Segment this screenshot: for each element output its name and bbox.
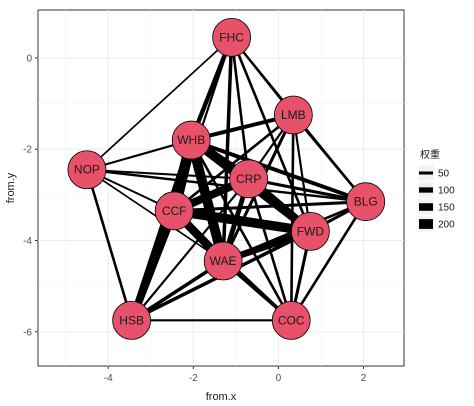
node-circle <box>112 300 152 340</box>
node-circle <box>203 241 243 281</box>
node-wae: WAE <box>203 241 243 281</box>
edge-lmb-coc <box>289 114 295 321</box>
legend-label: 200 <box>438 220 455 231</box>
node-crp: CRP <box>229 159 269 199</box>
edge-lmb-fwd <box>292 114 312 232</box>
node-blg: BLG <box>346 182 386 222</box>
y-axis-title: from.y <box>5 172 17 203</box>
edge-fhc-ccf <box>173 37 233 212</box>
legend-label: 50 <box>438 169 450 180</box>
edge-whb-hsb <box>128 139 194 322</box>
legend-title: 权重 <box>420 148 440 161</box>
edge-ccf-blg <box>174 200 366 213</box>
node-label: NOP <box>74 163 100 177</box>
edge-fhc-wae <box>221 37 234 262</box>
node-label: WAE <box>210 254 237 268</box>
y-tick-label: -4 <box>23 236 32 247</box>
node-label: WHB <box>177 133 205 147</box>
edge-nop-wae <box>86 169 224 262</box>
node-lmb: LMB <box>273 95 313 135</box>
node-circle <box>346 182 386 222</box>
node-label: HSB <box>119 313 144 327</box>
edge-nop-crp <box>86 168 249 180</box>
edge-nop-blg <box>86 168 366 203</box>
node-circle <box>271 300 311 340</box>
node-circle <box>154 191 194 231</box>
x-axis-ticks: -4 -2 0 2 <box>104 366 367 384</box>
node-ccf: CCF <box>154 191 194 231</box>
nodes: FHC LMB WHB NOP CRP BLG CCF FWD WAE HSB COC <box>67 17 386 340</box>
node-fhc: FHC <box>212 17 252 57</box>
node-label: CRP <box>236 172 261 186</box>
x-axis-title: from.x <box>206 391 237 403</box>
node-label: CCF <box>162 204 187 218</box>
node-nop: NOP <box>67 150 107 190</box>
legend-label: 100 <box>438 186 455 197</box>
legend-entry: 200 <box>417 215 455 233</box>
node-circle <box>290 211 330 251</box>
node-label: COC <box>278 313 305 327</box>
legend-entry: 150 <box>417 198 455 216</box>
x-tick-label: 2 <box>361 373 367 384</box>
legend: 权重 50 100 150 200 <box>417 148 455 233</box>
node-circle <box>171 120 211 160</box>
node-label: FWD <box>297 224 325 238</box>
edge-whb-coc <box>190 139 293 321</box>
edge-blg-coc <box>290 201 367 322</box>
legend-entry: 50 <box>417 164 450 182</box>
y-tick-label: -6 <box>23 327 32 338</box>
node-circle <box>273 95 313 135</box>
edge-crp-blg <box>248 177 366 204</box>
x-tick-label: -2 <box>189 373 198 384</box>
node-circle <box>212 17 252 57</box>
node-circle <box>67 150 107 190</box>
legend-entries: 50 100 150 200 <box>417 164 455 233</box>
node-fwd: FWD <box>290 211 330 251</box>
node-label: BLG <box>354 195 378 209</box>
edge-fhc-crp <box>230 37 250 180</box>
x-tick-label: -4 <box>104 373 113 384</box>
node-hsb: HSB <box>112 300 152 340</box>
edge-nop-hsb <box>85 169 133 321</box>
legend-entry: 100 <box>417 181 455 199</box>
node-label: LMB <box>281 108 306 122</box>
edge-lmb-ccf <box>173 113 295 212</box>
y-tick-label: 0 <box>26 53 32 64</box>
node-coc: COC <box>271 300 311 340</box>
edge-whb-blg <box>190 138 367 204</box>
y-tick-label: -2 <box>23 145 32 156</box>
legend-label: 150 <box>438 203 455 214</box>
x-tick-label: 0 <box>276 373 282 384</box>
edge-crp-hsb <box>130 178 250 322</box>
y-axis-ticks: 0 -2 -4 -6 <box>23 53 38 338</box>
edge-nop-fhc <box>86 36 233 171</box>
node-circle <box>229 159 269 199</box>
node-label: FHC <box>219 30 244 44</box>
node-whb: WHB <box>171 120 211 160</box>
grid-major <box>38 10 404 366</box>
